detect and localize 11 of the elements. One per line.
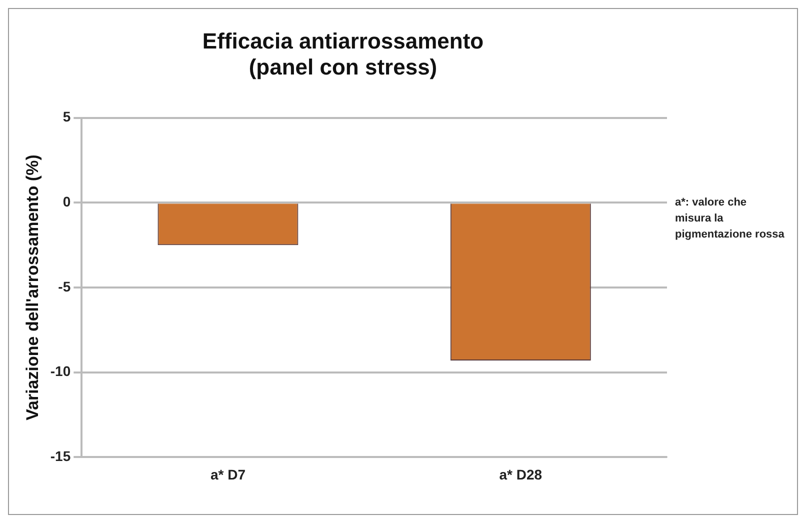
y-tick-label: -5 [58,278,71,294]
x-tick-label: a* D28 [499,466,542,482]
text: a*: valore che misura la pigmentazione rossa [675,196,786,241]
y-tick-label: -15 [50,448,71,464]
y-tick-label: -10 [50,363,71,380]
y-tick-label: 5 [62,108,71,125]
y-tick-label: 0 [62,194,71,210]
text: (panel con stress) [248,54,438,80]
x-tick-label: a* D7 [210,466,246,482]
text: Efficacia antiarrossamento [202,28,484,54]
y-axis-title: Variazione dell'arrossamento (%) [22,154,42,420]
